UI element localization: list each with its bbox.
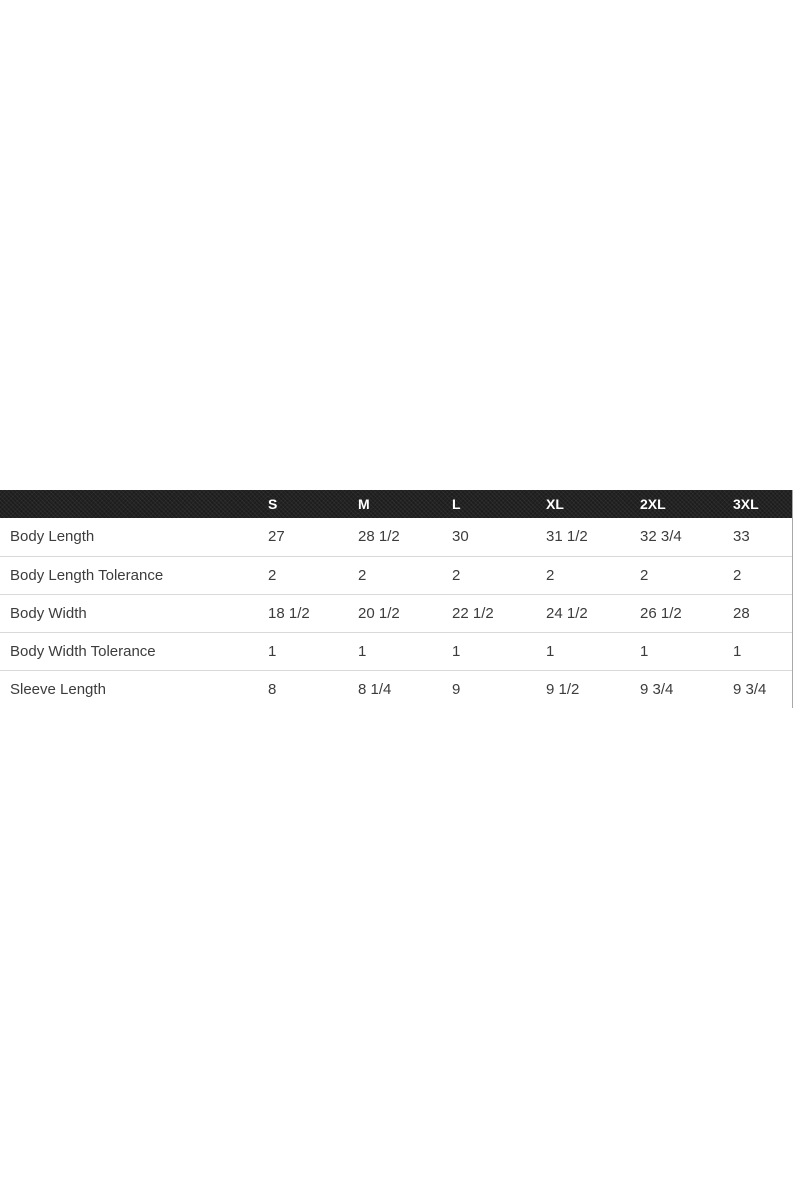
table-row-body-length: Body Length 27 28 1/2 30 31 1/2 32 3/4 3…	[0, 518, 792, 557]
header-cell-blank	[0, 490, 268, 518]
value-cell: 1	[546, 632, 640, 671]
value-cell: 28 1/2	[358, 518, 452, 557]
value-cell: 18 1/2	[268, 594, 358, 633]
header-cell-xl: XL	[546, 490, 640, 518]
value-cell: 1	[358, 632, 452, 671]
header-cell-3xl: 3XL	[733, 490, 792, 518]
value-cell: 30	[452, 518, 546, 557]
value-cell: 31 1/2	[546, 518, 640, 557]
value-cell: 2	[452, 556, 546, 595]
value-cell: 2	[268, 556, 358, 595]
size-chart-table: S M L XL 2XL 3XL Body Length 27 28 1/2 3…	[0, 490, 792, 708]
value-cell: 20 1/2	[358, 594, 452, 633]
row-label: Body Width	[0, 594, 268, 633]
value-cell: 2	[640, 556, 733, 595]
value-cell: 26 1/2	[640, 594, 733, 633]
table-row-body-width-tolerance: Body Width Tolerance 1 1 1 1 1 1	[0, 632, 792, 671]
value-cell: 1	[733, 632, 792, 671]
value-cell: 1	[452, 632, 546, 671]
value-cell: 32 3/4	[640, 518, 733, 557]
value-cell: 2	[546, 556, 640, 595]
table-row-sleeve-length: Sleeve Length 8 8 1/4 9 9 1/2 9 3/4 9 3/…	[0, 670, 792, 708]
header-cell-m: M	[358, 490, 452, 518]
row-label: Body Length Tolerance	[0, 556, 268, 595]
value-cell: 9 1/2	[546, 670, 640, 708]
header-cell-s: S	[268, 490, 358, 518]
value-cell: 8	[268, 670, 358, 708]
table-row-body-width: Body Width 18 1/2 20 1/2 22 1/2 24 1/2 2…	[0, 594, 792, 633]
table-header-row: S M L XL 2XL 3XL	[0, 490, 792, 518]
value-cell: 33	[733, 518, 792, 557]
value-cell: 24 1/2	[546, 594, 640, 633]
value-cell: 9 3/4	[733, 670, 792, 708]
size-chart: S M L XL 2XL 3XL Body Length 27 28 1/2 3…	[0, 490, 793, 708]
value-cell: 9	[452, 670, 546, 708]
table-row-body-length-tolerance: Body Length Tolerance 2 2 2 2 2 2	[0, 556, 792, 595]
value-cell: 2	[733, 556, 792, 595]
value-cell: 1	[268, 632, 358, 671]
value-cell: 22 1/2	[452, 594, 546, 633]
value-cell: 2	[358, 556, 452, 595]
row-label: Sleeve Length	[0, 670, 268, 708]
value-cell: 1	[640, 632, 733, 671]
value-cell: 8 1/4	[358, 670, 452, 708]
value-cell: 27	[268, 518, 358, 557]
value-cell: 28	[733, 594, 792, 633]
row-label: Body Width Tolerance	[0, 632, 268, 671]
value-cell: 9 3/4	[640, 670, 733, 708]
header-cell-l: L	[452, 490, 546, 518]
row-label: Body Length	[0, 518, 268, 557]
header-cell-2xl: 2XL	[640, 490, 733, 518]
